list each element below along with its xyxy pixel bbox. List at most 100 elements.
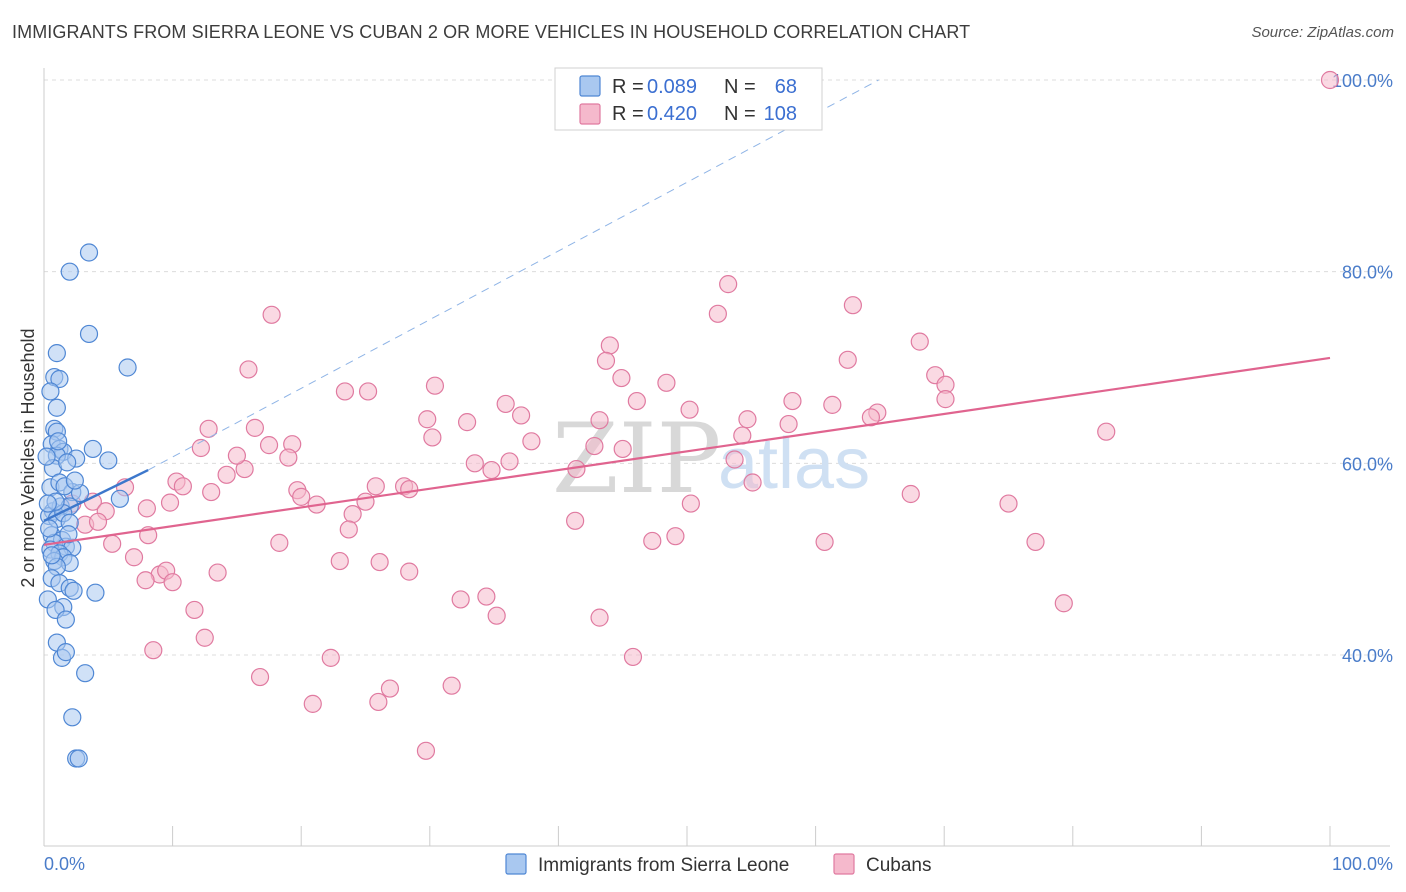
point-cubans-18 <box>823 395 842 414</box>
point-cubans-92 <box>321 648 340 667</box>
source-credit: Source: ZipAtlas.com <box>1251 24 1394 41</box>
point-sierra-leone-4 <box>47 344 66 363</box>
point-sierra-leone-14 <box>83 439 102 459</box>
point-sierra-leone-63 <box>65 471 84 490</box>
y-tick-label-40: 40.0% <box>1342 646 1393 666</box>
point-sierra-leone-17 <box>99 451 118 470</box>
chart-title: IMMIGRANTS FROM SIERRA LEONE VS CUBAN 2 … <box>12 22 971 42</box>
point-cubans-31 <box>199 419 218 438</box>
point-cubans-76 <box>124 548 144 567</box>
trend-sierra-leone-extension <box>147 79 879 471</box>
point-cubans-23 <box>512 406 531 425</box>
point-cubans-3 <box>262 305 281 324</box>
point-cubans-2 <box>708 304 727 323</box>
x-tick-labels: 0.0% 100.0% <box>43 826 1393 874</box>
point-cubans-100 <box>487 606 506 625</box>
point-cubans-77 <box>330 551 349 571</box>
point-cubans-74 <box>1026 532 1045 552</box>
point-sierra-leone-6 <box>50 369 69 389</box>
y-tick-label-80: 80.0% <box>1342 263 1393 283</box>
point-cubans-104 <box>657 373 676 392</box>
point-cubans-16 <box>627 391 646 411</box>
point-cubans-50 <box>400 480 419 499</box>
point-cubans-51 <box>202 482 221 502</box>
point-sierra-leone-62 <box>38 494 57 513</box>
point-sierra-leone-59 <box>40 519 59 538</box>
point-cubans-75 <box>643 531 662 551</box>
point-cubans-43 <box>235 459 254 479</box>
point-cubans-13 <box>425 376 445 395</box>
point-cubans-68 <box>339 520 358 539</box>
point-cubans-55 <box>356 492 375 511</box>
x-tick-label-max: 100.0% <box>1332 854 1393 874</box>
point-sierra-leone-65 <box>49 432 68 451</box>
point-cubans-103 <box>779 414 798 434</box>
point-cubans-63 <box>137 499 156 518</box>
point-cubans-42 <box>482 460 501 480</box>
point-cubans-83 <box>400 562 419 581</box>
point-cubans-14 <box>335 382 355 401</box>
point-sierra-leone-56 <box>63 708 82 727</box>
point-cubans-99 <box>416 741 436 760</box>
point-cubans-6 <box>600 336 619 355</box>
point-cubans-79 <box>208 563 227 582</box>
point-sierra-leone-67 <box>59 525 78 544</box>
point-sierra-leone-7 <box>41 382 60 401</box>
point-sierra-leone-54 <box>56 643 75 662</box>
point-sierra-leone-51 <box>56 610 75 629</box>
point-cubans-60 <box>999 494 1018 513</box>
point-cubans-90 <box>195 628 214 647</box>
point-cubans-107 <box>160 493 180 512</box>
point-cubans-37 <box>613 439 632 459</box>
point-cubans-39 <box>465 454 484 473</box>
bottom-legend-label-sierra-leone: Immigrants from Sierra Leone <box>538 855 789 876</box>
point-cubans-20 <box>496 394 515 414</box>
point-cubans-15 <box>358 382 378 401</box>
point-cubans-93 <box>623 647 643 667</box>
point-cubans-73 <box>815 532 834 552</box>
point-cubans-7 <box>596 351 616 370</box>
point-cubans-29 <box>1097 422 1116 441</box>
y-tick-label-100: 100.0% <box>1332 71 1393 91</box>
series-legend: Immigrants from Sierra Leone Cubans <box>505 853 932 876</box>
point-sierra-leone-19 <box>58 453 77 472</box>
legend-n-label-2: N = <box>724 103 756 125</box>
point-cubans-59 <box>681 494 700 513</box>
point-sierra-leone-55 <box>76 664 95 683</box>
y-tick-labels: 40.0% 60.0% 80.0% 100.0% <box>1332 71 1393 666</box>
point-cubans-8 <box>838 350 857 369</box>
trend-lines <box>43 79 1331 546</box>
legend-swatch-cubans <box>579 103 601 125</box>
point-cubans-38 <box>279 448 298 467</box>
series-cubans <box>63 70 1340 760</box>
point-cubans-30 <box>245 418 265 437</box>
point-cubans-25 <box>861 408 880 427</box>
point-cubans-98 <box>303 694 322 713</box>
point-cubans-19 <box>680 400 699 419</box>
legend-r-label-2: R = <box>612 103 644 125</box>
point-cubans-97 <box>369 692 388 712</box>
x-tick-label-min: 0.0% <box>44 854 85 874</box>
point-cubans-70 <box>270 533 289 552</box>
point-cubans-24 <box>418 410 437 429</box>
point-sierra-leone-64 <box>42 546 61 565</box>
point-cubans-64 <box>343 505 362 524</box>
point-cubans-105 <box>423 428 442 447</box>
point-cubans-40 <box>725 450 744 469</box>
point-cubans-27 <box>590 411 609 430</box>
point-cubans-106 <box>227 446 246 465</box>
point-cubans-1 <box>719 275 738 294</box>
point-cubans-56 <box>292 487 311 506</box>
point-cubans-48 <box>366 477 385 496</box>
point-cubans-46 <box>743 473 762 492</box>
point-cubans-101 <box>585 436 604 456</box>
legend-n-value-2: 108 <box>764 103 797 125</box>
point-cubans-28 <box>457 413 477 432</box>
y-axis-label: 2 or more Vehicles in Household <box>18 328 38 587</box>
point-cubans-94 <box>250 667 270 687</box>
bottom-legend-swatch-cubans <box>833 853 855 875</box>
point-cubans-95 <box>380 679 400 698</box>
point-cubans-72 <box>666 527 685 546</box>
gridlines <box>44 79 1390 656</box>
